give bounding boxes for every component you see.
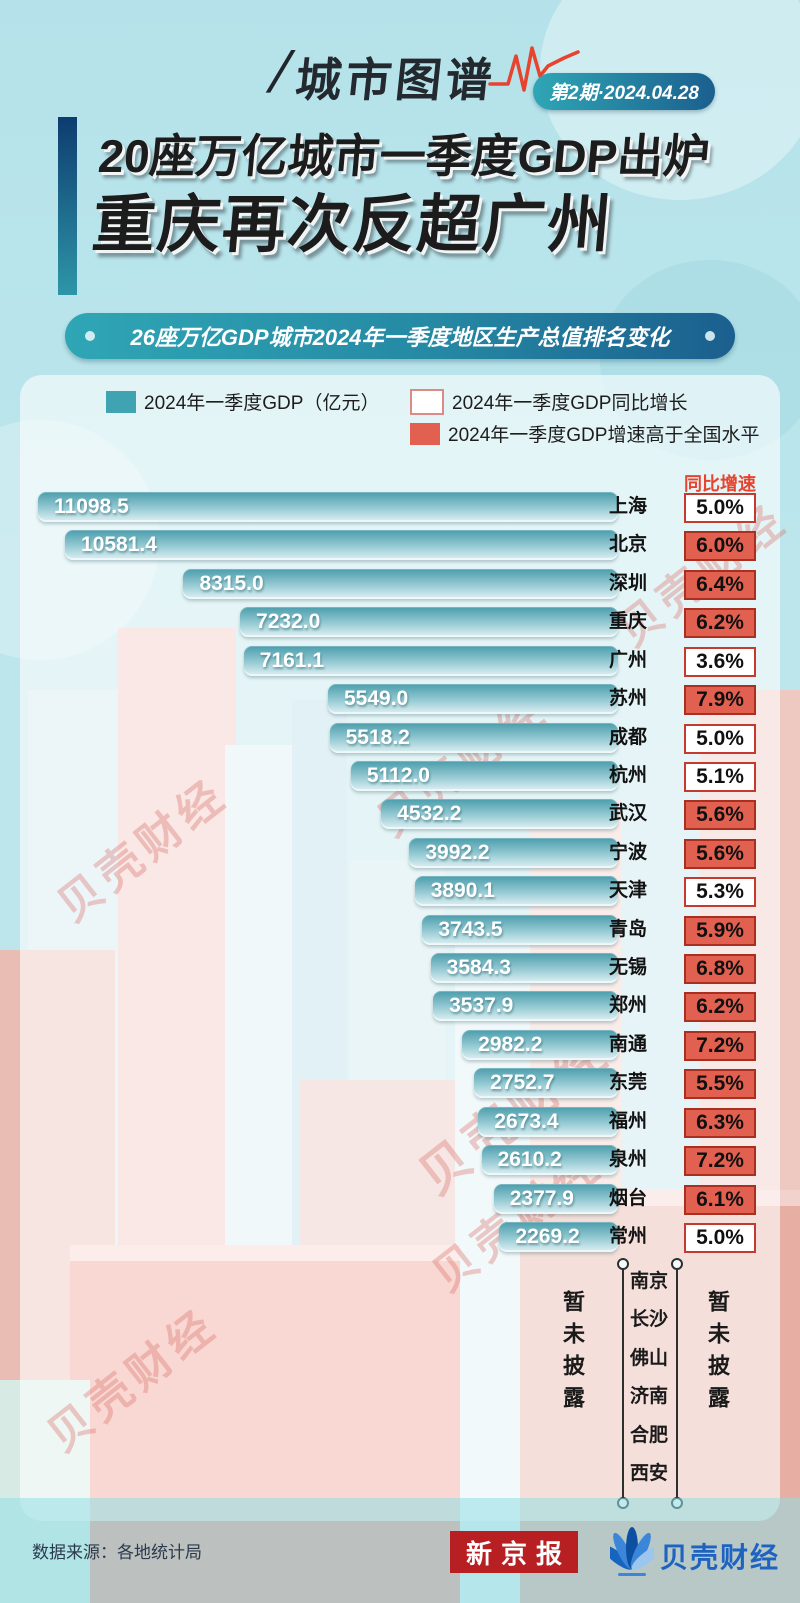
brand-logo: / 城市图谱 — [262, 40, 499, 110]
line-endpoint-circle — [617, 1258, 629, 1270]
page-title: 20座万亿城市一季度GDP出炉 重庆再次反超广州 — [89, 128, 712, 264]
undisclosed-city: 佛山 — [629, 1347, 668, 1369]
undisclosed-city: 济南 — [629, 1386, 668, 1408]
line-endpoint-circle — [671, 1258, 683, 1270]
chart-title: 26座万亿GDP城市2024年一季度地区生产总值排名变化 — [130, 325, 670, 350]
undisclosed-label-left: 暂未披露 — [560, 1290, 585, 1418]
xinjingbao-logo: 新京报 — [450, 1531, 578, 1573]
legend-swatch-gdp — [106, 390, 136, 413]
issue-badge: 第2期·2024.04.28 — [533, 73, 715, 110]
undisclosed-city: 西安 — [629, 1463, 668, 1485]
title-line2: 重庆再次反超广州 — [89, 189, 616, 260]
growth-column-header: 同比增速 — [684, 474, 756, 494]
banner-dot-right — [705, 331, 715, 341]
shell-finance-icon — [610, 1527, 654, 1576]
brand-slash: / — [261, 40, 299, 105]
legend-label-above-national: 2024年一季度GDP增速高于全国水平 — [448, 425, 760, 446]
legend-swatch-above-national — [410, 422, 440, 445]
chart-panel — [20, 375, 780, 1521]
legend-label-growth: 2024年一季度GDP同比增长 — [452, 393, 688, 414]
undisclosed-city: 南京 — [629, 1271, 668, 1292]
data-source: 数据来源：各地统计局 — [32, 1543, 202, 1562]
undisclosed-line — [622, 1268, 624, 1497]
undisclosed-city: 合肥 — [629, 1424, 668, 1446]
legend-item-growth: 2024年一季度GDP同比增长 — [410, 388, 687, 415]
legend-label-gdp: 2024年一季度GDP（亿元） — [144, 393, 380, 414]
banner-dot-left — [85, 331, 95, 341]
brand-name: 城市图谱 — [293, 55, 499, 106]
legend-item-above-national: 2024年一季度GDP增速高于全国水平 — [410, 420, 759, 447]
title-accent-bar — [58, 117, 77, 295]
beike-finance-logo: 贝壳财经 — [660, 1542, 781, 1573]
chart-title-banner: 26座万亿GDP城市2024年一季度地区生产总值排名变化 — [65, 313, 735, 359]
undisclosed-line — [676, 1268, 678, 1497]
legend-item-gdp: 2024年一季度GDP（亿元） — [106, 388, 379, 415]
title-line1: 20座万亿城市一季度GDP出炉 — [96, 130, 712, 182]
undisclosed-label-right: 暂未披露 — [705, 1290, 730, 1418]
footer-background — [0, 1498, 800, 1603]
undisclosed-city: 长沙 — [629, 1309, 668, 1331]
pulse-icon — [488, 46, 580, 92]
legend-swatch-growth — [410, 388, 444, 415]
